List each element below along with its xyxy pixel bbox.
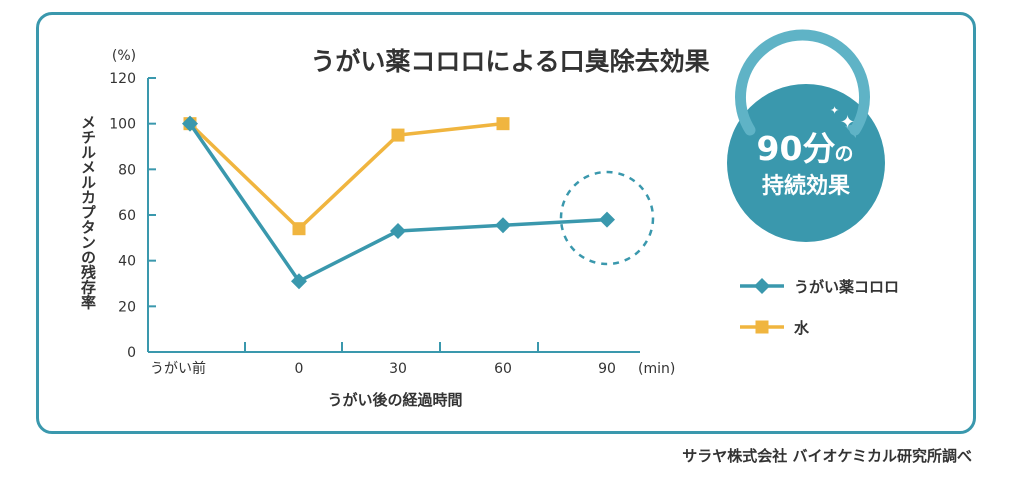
data-point-1 <box>292 222 306 236</box>
x-tick-label: 30 <box>389 361 407 377</box>
y-tick-label: 0 <box>127 345 136 361</box>
badge-lasting-effect: 持続効果 <box>762 173 850 199</box>
chart-title: うがい薬コロロによる口臭除去効果 <box>310 47 709 76</box>
data-point-1 <box>496 117 510 131</box>
badge-circle <box>727 84 885 242</box>
x-ticks: うがい前 0 30 60 90 <box>150 342 616 377</box>
x-tick-label: うがい前 <box>150 360 206 377</box>
y-tick-label: 60 <box>118 208 136 224</box>
badge-arc-icon <box>735 29 870 136</box>
data-point-0 <box>182 115 198 132</box>
x-tick-label: 60 <box>494 361 512 377</box>
series-line-0 <box>188 122 608 283</box>
y-tick-label: 120 <box>109 71 136 87</box>
x-axis-title: うがい後の経過時間 <box>327 391 462 409</box>
series-line-1 <box>188 121 504 231</box>
badge-90min: 90分 <box>757 129 836 168</box>
x-unit-label: (min) <box>638 361 675 377</box>
legend-label: うがい薬コロロ <box>794 278 899 296</box>
y-tick-label: 20 <box>118 299 136 315</box>
badge-no: の <box>834 143 853 165</box>
y-unit-label: (%) <box>112 48 136 64</box>
badge: 90分 の 持続効果 ✦ ✦ <box>727 29 885 242</box>
sparkle-small-icon: ✦ <box>830 104 839 117</box>
badge-arrow-icon <box>845 124 856 138</box>
x-tick-label: 0 <box>295 361 304 377</box>
legend-marker <box>754 278 770 294</box>
x-tick-label: 90 <box>598 361 616 377</box>
data-point-1 <box>391 128 405 142</box>
y-tick-label: 100 <box>109 117 136 133</box>
data-point-0 <box>495 217 511 234</box>
y-tick-label: 40 <box>118 254 136 270</box>
axes <box>147 78 640 353</box>
y-ticks: 0 20 40 60 80 100 120 <box>109 71 156 361</box>
source-note: サラヤ株式会社 バイオケミカル研究所調べ <box>682 447 972 465</box>
data-point-0 <box>599 211 615 228</box>
highlight-circle <box>559 170 655 266</box>
legend-label: 水 <box>794 319 810 337</box>
data-point-0 <box>390 222 406 239</box>
y-axis-title: メチルメルカプタンの残存率 <box>79 115 97 311</box>
legend-marker <box>755 320 769 334</box>
sparkle-icon: ✦ <box>840 112 855 133</box>
y-tick-label: 80 <box>118 162 136 178</box>
data-point-0 <box>291 273 307 290</box>
series-group <box>182 115 615 290</box>
